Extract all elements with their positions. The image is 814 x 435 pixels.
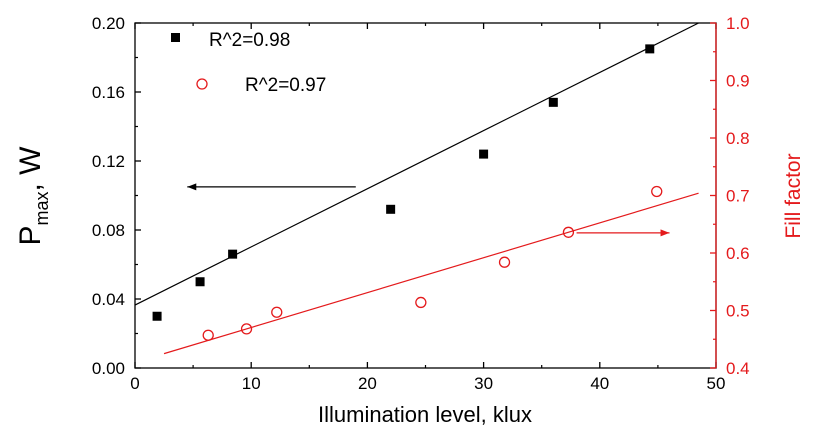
x-tick-label: 0 xyxy=(130,374,139,393)
y-axis-right-title: Fill factor xyxy=(782,153,805,238)
fit-line-series-2 xyxy=(163,192,699,355)
y-axis-left-title: Pmax, W xyxy=(14,146,52,246)
data-point-square xyxy=(645,44,655,54)
data-point-square xyxy=(228,249,238,259)
legend-label-series-1: R^2=0.98 xyxy=(209,30,290,51)
legend: R^2=0.98 R^2=0.97 xyxy=(171,30,326,96)
x-axis-title: Illumination level, klux xyxy=(318,402,532,427)
annotation-arrows xyxy=(187,183,670,237)
arrow-right-head xyxy=(660,229,670,237)
data-point-circle xyxy=(271,306,283,318)
data-point-square xyxy=(386,204,396,214)
x-tick-label: 20 xyxy=(358,374,377,393)
y-left-tick-label: 0.00 xyxy=(92,359,125,378)
plot-area xyxy=(134,22,717,369)
x-axis: 0 10 20 30 40 50 xyxy=(130,23,725,393)
data-point-circle xyxy=(202,329,214,341)
legend-square-marker xyxy=(171,33,180,42)
y-right-tick-label: 1.0 xyxy=(726,14,750,33)
y-left-tick-label: 0.16 xyxy=(92,83,125,102)
y-right-tick-label: 0.5 xyxy=(726,302,750,321)
data-point-circle xyxy=(562,226,575,238)
x-tick-label: 10 xyxy=(242,374,261,393)
fit-line-series-1 xyxy=(134,22,699,306)
plot-frame xyxy=(134,22,717,369)
data-points xyxy=(152,44,663,341)
x-tick-label: 30 xyxy=(474,374,493,393)
y-left-title-tail: , W xyxy=(14,146,47,192)
data-point-circle xyxy=(498,256,511,268)
y-left-tick-label: 0.08 xyxy=(92,221,125,240)
y-axis-right: 0.4 0.5 0.6 0.7 0.8 0.9 1.0 xyxy=(710,14,750,378)
y-right-tick-label: 0.8 xyxy=(726,129,750,148)
data-point-square xyxy=(152,311,162,321)
y-left-title-main: P xyxy=(14,226,47,246)
y-right-tick-label: 0.6 xyxy=(726,244,750,263)
x-tick-label: 40 xyxy=(590,374,609,393)
y-left-title-sub: max xyxy=(32,191,52,225)
y-right-tick-label: 0.4 xyxy=(726,359,750,378)
y-left-tick-label: 0.20 xyxy=(92,14,125,33)
y-right-tick-label: 0.7 xyxy=(726,187,750,206)
data-point-circle xyxy=(651,185,663,198)
data-point-square xyxy=(479,149,489,159)
y-left-tick-label: 0.04 xyxy=(92,290,125,309)
data-point-circle xyxy=(415,296,427,309)
legend-label-series-2: R^2=0.97 xyxy=(245,75,326,96)
y-axis-left: 0.00 0.04 0.08 0.12 0.16 0.20 xyxy=(92,14,141,378)
y-left-tick-label: 0.12 xyxy=(92,152,125,171)
y-right-tick-label: 0.9 xyxy=(726,72,750,91)
data-point-square xyxy=(548,97,558,107)
x-tick-label: 50 xyxy=(707,374,726,393)
data-point-circle xyxy=(240,323,253,335)
data-point-square xyxy=(195,277,205,287)
arrow-left-head xyxy=(187,183,197,191)
legend-circle-marker xyxy=(196,78,208,90)
